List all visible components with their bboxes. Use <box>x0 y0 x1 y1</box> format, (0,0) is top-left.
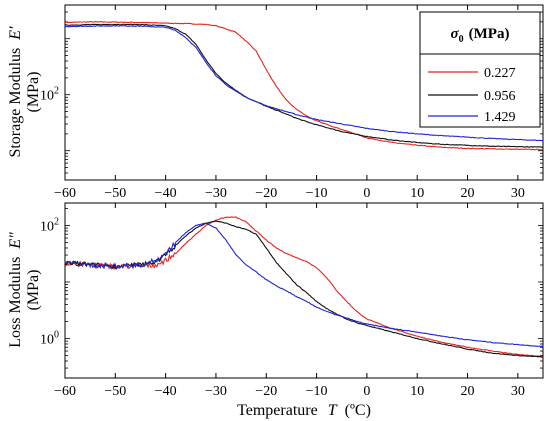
loss-x-tick-label: −40 <box>155 384 177 399</box>
legend: σ0 (MPa) 0.227 0.956 1.429 <box>419 11 541 128</box>
loss-x-tick-label: −30 <box>205 384 227 399</box>
storage-x-tick-label: −50 <box>104 186 126 201</box>
legend-entry-1: 0.956 <box>484 89 516 104</box>
loss-series-line-1.429 <box>64 222 544 348</box>
svg-text:Loss Modulus E″: Loss Modulus E″ <box>7 232 24 348</box>
storage-x-tick-label: −30 <box>205 186 227 201</box>
loss-x-tick-label: 0 <box>363 384 370 399</box>
storage-x-tick-label: 10 <box>410 186 424 201</box>
storage-series-line-0.956 <box>64 23 544 148</box>
svg-text:Storage Modulus E′: Storage Modulus E′ <box>7 26 24 158</box>
legend-entry-0: 0.227 <box>484 66 516 81</box>
x-axis-label-text: Temperature <box>237 402 318 419</box>
storage-modulus-y-axis-label: Storage Modulus E′ (MPa) <box>7 26 42 158</box>
loss-x-tick-label: 20 <box>461 384 475 399</box>
storage-y-tick-label: 102 <box>40 86 59 104</box>
storage-x-tick-label: −60 <box>54 186 76 201</box>
storage-series-line-0.227 <box>64 21 544 151</box>
storage-modulus-panel: Storage Modulus E′ (MPa) −60 −50 −40 −30 −20… <box>7 4 544 201</box>
legend-box <box>419 11 541 128</box>
legend-title-subscript: 0 <box>459 34 464 45</box>
y-axis-label-units: (MPa) <box>25 72 42 113</box>
storage-series-line-1.429 <box>64 24 544 142</box>
loss-y-tick-label: 100 <box>40 330 59 348</box>
loss-x-tick-label: 10 <box>410 384 424 399</box>
loss-x-tick-label: −20 <box>255 384 277 399</box>
legend-title-symbol: σ <box>451 26 460 42</box>
loss-x-tick-label: −10 <box>306 384 328 399</box>
y-axis-label-text: Loss Modulus <box>7 257 24 348</box>
x-axis-label-symbol: T <box>328 402 338 419</box>
loss-x-tick-label: −50 <box>104 384 126 399</box>
x-axis-label-units: (ºC) <box>345 402 371 419</box>
loss-modulus-panel: Loss Modulus E″ (MPa) −60 −50 −40 −30 −20 −10… <box>7 202 544 419</box>
storage-x-tick-label: 20 <box>461 186 475 201</box>
loss-x-tick-label: −60 <box>54 384 76 399</box>
y-axis-label-symbol: E″ <box>7 232 24 250</box>
y-axis-label-text: Storage Modulus <box>7 48 24 158</box>
y-axis-label-symbol: E′ <box>7 26 24 41</box>
legend-title-units: (MPa) <box>469 26 510 42</box>
storage-x-tick-label: −20 <box>255 186 277 201</box>
loss-x-tick-label: 30 <box>511 384 525 399</box>
loss-modulus-y-axis-label: Loss Modulus E″ (MPa) <box>7 232 42 348</box>
x-axis-label: Temperature T (ºC) <box>237 402 371 419</box>
storage-x-tick-label: −40 <box>155 186 177 201</box>
storage-x-tick-label: −10 <box>306 186 328 201</box>
loss-y-tick-label: 102 <box>40 216 59 234</box>
legend-entry-2: 1.429 <box>484 110 516 125</box>
y-axis-label-units: (MPa) <box>25 270 42 311</box>
legend-title: σ0 (MPa) <box>451 26 510 45</box>
storage-x-tick-label: 0 <box>363 186 370 201</box>
storage-x-tick-label: 30 <box>511 186 525 201</box>
